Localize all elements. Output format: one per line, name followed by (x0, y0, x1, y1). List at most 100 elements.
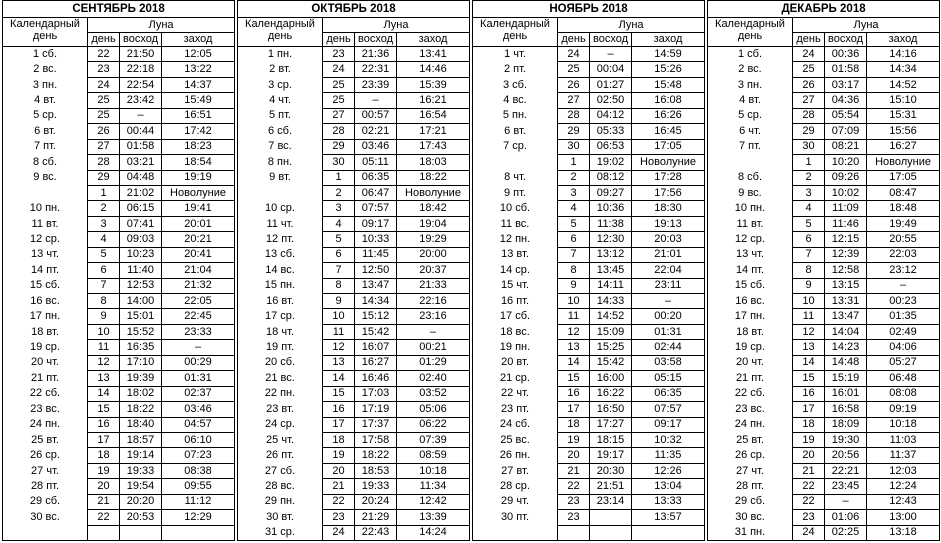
calendar-day-cell: 3 пн. (707, 77, 793, 93)
table-row: 22 сб. 14 18:02 02:37 (2, 385, 236, 403)
moonrise-cell: 00:04 (589, 61, 632, 78)
moonrise-cell: 14:11 (589, 277, 632, 295)
table-row: 23 вс. 15 18:22 03:46 (2, 401, 236, 418)
moonrise-cell (119, 524, 162, 542)
table-row: 4 вт. 27 04:36 15:10 (707, 92, 941, 109)
moonset-cell: 03:52 (396, 385, 470, 403)
moon-day-cell: 10 (792, 292, 825, 310)
moon-day-cell: 16 (322, 401, 355, 418)
moon-table: НОЯБРЬ 2018 Календарный день Луна день восхо… (471, 0, 706, 542)
table-row: 17 пн. 11 13:47 01:35 (707, 308, 941, 325)
calendar-day-cell: 14 пт. (707, 262, 793, 279)
moonrise-cell: 13:47 (824, 308, 867, 325)
moonrise-cell: 17:19 (354, 401, 397, 418)
moonrise-cell: 18:22 (119, 401, 162, 418)
calendar-day-cell: 30 вс. (707, 509, 793, 526)
moonset-cell: 11:12 (160, 493, 236, 511)
moonset-cell: 08:08 (865, 385, 941, 403)
moon-day-cell: 29 (87, 169, 120, 186)
table-row: 22 пн. 15 17:03 03:52 (237, 385, 470, 403)
moonset-cell: 00:29 (160, 354, 236, 372)
table-row: 7 пт. 30 08:21 16:27 (707, 138, 941, 156)
moonset-cell: 09:19 (865, 401, 941, 418)
calendar-day-cell: 5 пн. (472, 108, 558, 124)
table-row: 15 сб. 7 12:53 21:32 (2, 277, 236, 295)
calendar-day-cell: 11 вт. (2, 216, 88, 232)
calendar-day-cell: 19 ср. (2, 339, 88, 356)
moonrise-cell: 10:20 (824, 154, 867, 171)
moonset-cell: 18:22 (396, 169, 470, 186)
moonset-header: заход (630, 32, 706, 47)
table-row: 12 ср. 4 09:03 20:21 (2, 231, 236, 248)
moon-day-cell: 25 (322, 92, 355, 109)
calendar-day-cell: 19 ср. (707, 339, 793, 356)
moon-day-cell: 4 (87, 231, 120, 248)
moonrise-cell: 17:58 (354, 431, 397, 449)
moonset-cell: 14:24 (396, 524, 470, 542)
moonset-cell: 13:18 (865, 524, 941, 542)
moonset-cell: 20:21 (160, 231, 236, 248)
calendar-day-cell: 18 вс. (472, 324, 558, 340)
table-row: 6 сб. 28 02:21 17:21 (237, 123, 470, 140)
calendar-day-header: Календарный день (707, 17, 793, 47)
moon-day-cell: 4 (557, 200, 590, 217)
moonrise-cell: 09:26 (824, 169, 867, 186)
moonrise-cell: 18:53 (354, 462, 397, 480)
calendar-day-cell: 2 пт. (472, 61, 558, 78)
moon-day-cell: 12 (322, 339, 355, 356)
table-row: 19 пт. 12 16:07 00:21 (237, 339, 470, 356)
moonset-cell: 22:04 (630, 262, 706, 279)
moonset-cell: 18:23 (160, 138, 236, 156)
moonset-cell: 19:41 (160, 200, 236, 217)
calendar-day-cell: 26 пт. (237, 447, 323, 464)
table-row: 4 вт. 25 23:42 15:49 (2, 92, 236, 109)
moon-day-cell: 2 (792, 169, 825, 186)
moonrise-cell: 05:54 (824, 107, 867, 125)
table-row (472, 524, 706, 542)
moon-day-cell: 7 (557, 246, 590, 264)
moonset-cell: 20:41 (160, 246, 236, 264)
table-row: 25 чт. 18 17:58 07:39 (237, 431, 470, 449)
moonset-cell: 08:59 (396, 447, 470, 464)
moonrise-cell: 01:06 (824, 509, 867, 526)
moonset-cell: 21:01 (630, 246, 706, 264)
month-table: ОКТЯБРЬ 2018 Календарный день Луна день восх… (237, 0, 470, 542)
table-row: 11 вт. 5 11:46 19:49 (707, 215, 941, 233)
table-row: 24 ср. 17 17:37 06:22 (237, 416, 470, 433)
moonrise-cell: 23:39 (354, 76, 397, 94)
calendar-day-cell: 8 сб. (707, 170, 793, 186)
calendar-day-cell: 18 вт. (707, 324, 793, 340)
calendar-day-cell: 18 вт. (2, 324, 88, 340)
calendar-day-cell: 27 вт. (472, 463, 558, 479)
calendar-day-cell: 16 пт. (472, 293, 558, 309)
moonrise-cell: 14:23 (824, 339, 867, 356)
calendar-day-cell: 9 вс. (707, 185, 793, 201)
moonrise-cell: 20:56 (824, 447, 867, 464)
moonrise-cell: 03:46 (354, 138, 397, 156)
moonrise-cell: 14:33 (589, 292, 632, 310)
calendar-day-cell: 28 пт. (2, 478, 88, 495)
moonrise-cell: 02:21 (354, 123, 397, 140)
table-row: 3 ср. 25 23:39 15:39 (237, 76, 470, 94)
moonset-cell: 18:42 (396, 200, 470, 217)
moon-day-cell: 9 (557, 277, 590, 295)
table-row: 17 сб. 11 14:52 00:20 (472, 308, 706, 325)
moon-day-cell: 24 (87, 76, 120, 94)
table-row: 16 вс. 8 14:00 22:05 (2, 292, 236, 310)
moonrise-cell: 19:33 (354, 478, 397, 495)
table-row: 13 чт. 5 10:23 20:41 (2, 246, 236, 264)
moon-day-cell: 7 (322, 262, 355, 279)
calendar-day-cell: 18 чт. (237, 324, 323, 340)
moon-day-cell: 23 (322, 45, 355, 63)
moonrise-cell: 18:40 (119, 416, 162, 433)
moon-day-cell: 9 (322, 292, 355, 310)
moonset-cell: 18:54 (160, 154, 236, 171)
moonrise-cell: 07:41 (119, 215, 162, 233)
moonset-cell: 22:03 (865, 246, 941, 264)
moon-day-cell: 25 (557, 61, 590, 78)
table-row: 10 пн. 2 06:15 19:41 (2, 200, 236, 217)
table-row: 25 вт. 17 18:57 06:10 (2, 431, 236, 449)
moonset-cell: 20:03 (630, 231, 706, 248)
table-row: 16 пт. 10 14:33– (472, 292, 706, 310)
moonrise-cell: – (354, 92, 397, 109)
